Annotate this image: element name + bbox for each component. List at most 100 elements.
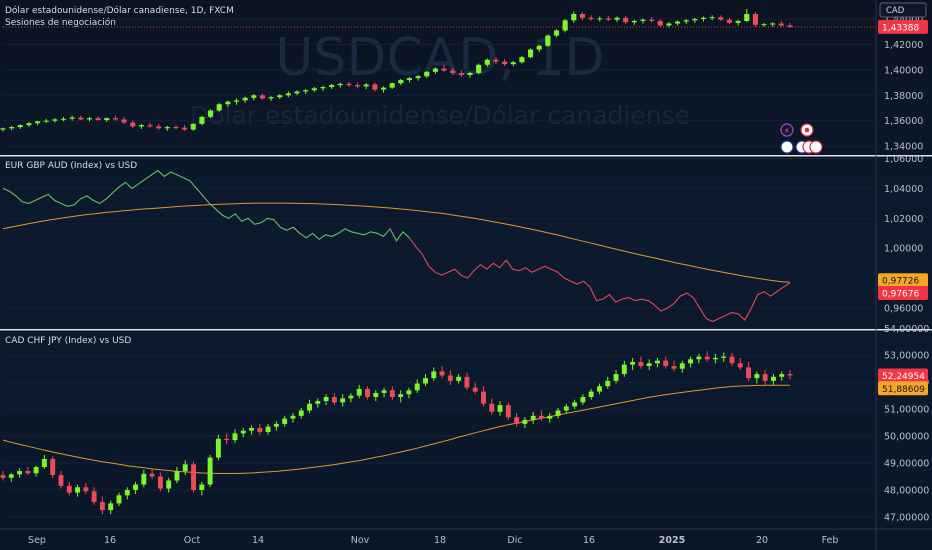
- usdcad-candle[interactable]: [130, 122, 136, 127]
- usdcad-candle[interactable]: [666, 23, 672, 26]
- cadchfjpy-candle[interactable]: [323, 397, 329, 402]
- usdcad-candle[interactable]: [156, 126, 162, 129]
- usdcad-candle[interactable]: [605, 18, 611, 20]
- usdcad-candle[interactable]: [147, 125, 153, 127]
- usdcad-candle[interactable]: [415, 76, 421, 79]
- pane3-moving-average[interactable]: [2, 384, 790, 474]
- usdcad-candle[interactable]: [597, 18, 603, 20]
- currency-selector[interactable]: CAD: [879, 2, 927, 18]
- cadchfjpy-candle[interactable]: [712, 357, 718, 360]
- cadchfjpy-candle[interactable]: [555, 410, 561, 416]
- cadchfjpy-candle[interactable]: [17, 471, 23, 475]
- cadchfjpy-candle[interactable]: [207, 457, 213, 485]
- cadchfjpy-candle[interactable]: [481, 391, 486, 404]
- usdcad-candle[interactable]: [761, 24, 767, 26]
- cadchfjpy-candle[interactable]: [464, 376, 470, 388]
- cadchfjpy-candle[interactable]: [754, 374, 760, 379]
- usdcad-candle[interactable]: [311, 88, 317, 91]
- cadchfjpy-candle[interactable]: [398, 394, 404, 397]
- cadchfjpy-candle[interactable]: [315, 401, 321, 404]
- cadchfjpy-candle[interactable]: [721, 356, 727, 358]
- cadchfjpy-candle[interactable]: [348, 395, 354, 399]
- event-icons[interactable]: ⚡: [780, 123, 823, 154]
- usdcad-candle[interactable]: [588, 17, 594, 20]
- cadchfjpy-candle[interactable]: [505, 405, 511, 418]
- eur-gbp-aud-pane[interactable]: [2, 157, 876, 323]
- usdcad-candle[interactable]: [562, 20, 568, 31]
- cadchfjpy-candle[interactable]: [257, 427, 263, 433]
- lightning-event-icon[interactable]: [780, 123, 794, 137]
- cadchfjpy-candle[interactable]: [630, 361, 636, 365]
- cadchfjpy-candle[interactable]: [414, 383, 420, 391]
- cadchfjpy-candle[interactable]: [638, 361, 644, 367]
- cadchfjpy-candle[interactable]: [389, 390, 395, 397]
- us-flag-icon[interactable]: [780, 140, 794, 154]
- usdcad-candle[interactable]: [182, 127, 188, 130]
- usdcad-candle[interactable]: [778, 23, 784, 26]
- usdcad-candle[interactable]: [510, 62, 516, 65]
- cadchfjpy-candle[interactable]: [182, 464, 188, 472]
- usdcad-candle[interactable]: [692, 19, 698, 21]
- usdcad-candle[interactable]: [700, 17, 707, 20]
- cadchfjpy-candle[interactable]: [646, 363, 652, 367]
- cadchfjpy-candle[interactable]: [66, 485, 72, 493]
- usdcad-candle[interactable]: [536, 45, 542, 50]
- usdcad-candle[interactable]: [450, 70, 456, 74]
- usdcad-candle[interactable]: [277, 95, 283, 98]
- usdcad-candle[interactable]: [406, 78, 413, 81]
- cadchfjpy-candle[interactable]: [265, 426, 271, 433]
- cadchfjpy-candle[interactable]: [654, 360, 660, 364]
- cadchfjpy-candle[interactable]: [746, 367, 752, 379]
- usdcad-candle[interactable]: [0, 128, 6, 130]
- usdcad-candle[interactable]: [251, 95, 257, 98]
- cadchfjpy-candle[interactable]: [605, 380, 611, 387]
- cadchfjpy-candle[interactable]: [25, 471, 31, 474]
- usdcad-candle[interactable]: [424, 71, 430, 77]
- pane-separator-2[interactable]: [0, 329, 932, 331]
- cadchfjpy-candle[interactable]: [671, 366, 677, 369]
- cadchfjpy-candle[interactable]: [597, 386, 602, 392]
- usdcad-candle[interactable]: [752, 13, 758, 25]
- usdcad-candle[interactable]: [52, 119, 58, 121]
- cadchfjpy-candle[interactable]: [240, 430, 246, 434]
- usdcad-candle[interactable]: [787, 25, 793, 27]
- cadchfjpy-candle[interactable]: [249, 427, 254, 431]
- cadchfjpy-candle[interactable]: [99, 502, 105, 511]
- usdcad-candle[interactable]: [398, 80, 404, 84]
- cadchfjpy-candle[interactable]: [679, 363, 685, 369]
- usdcad-candle[interactable]: [95, 118, 101, 121]
- cadchfjpy-candle[interactable]: [572, 402, 578, 407]
- cadchfjpy-candle[interactable]: [116, 495, 122, 504]
- cadchfjpy-candle[interactable]: [580, 397, 586, 403]
- cadchfjpy-candle[interactable]: [613, 374, 619, 381]
- cadchfjpy-candle[interactable]: [8, 474, 14, 478]
- usdcad-candle[interactable]: [294, 91, 300, 94]
- usdcad-candle[interactable]: [60, 118, 67, 120]
- cadchfjpy-candle[interactable]: [124, 489, 130, 496]
- usdcad-candle[interactable]: [649, 19, 655, 21]
- usdcad-candle[interactable]: [233, 100, 240, 102]
- usdcad-candle[interactable]: [337, 83, 343, 86]
- usdcad-candle[interactable]: [9, 127, 15, 129]
- usdcad-candle[interactable]: [329, 85, 335, 88]
- usdcad-candle[interactable]: [484, 59, 490, 65]
- usdcad-candle[interactable]: [432, 68, 438, 72]
- cadchfjpy-candle[interactable]: [737, 363, 743, 368]
- usdcad-candle[interactable]: [26, 123, 32, 126]
- usdcad-candle[interactable]: [164, 127, 170, 129]
- usdcad-candle[interactable]: [207, 110, 214, 117]
- usdcad-candle[interactable]: [303, 90, 309, 92]
- cadchfjpy-candle[interactable]: [447, 375, 453, 381]
- cadchfjpy-candle[interactable]: [696, 356, 702, 360]
- usdcad-candle[interactable]: [631, 20, 637, 23]
- cadchfjpy-candle[interactable]: [563, 406, 569, 411]
- usdcad-candle[interactable]: [770, 23, 776, 25]
- cadchfjpy-candle[interactable]: [522, 419, 528, 424]
- cadchfjpy-candle[interactable]: [157, 476, 163, 489]
- cadchfjpy-candle[interactable]: [290, 415, 296, 419]
- cadchfjpy-candle[interactable]: [166, 480, 172, 489]
- cadchfjpy-candle[interactable]: [191, 464, 196, 490]
- usdcad-candle[interactable]: [675, 21, 681, 24]
- cadchfjpy-candle[interactable]: [621, 364, 627, 375]
